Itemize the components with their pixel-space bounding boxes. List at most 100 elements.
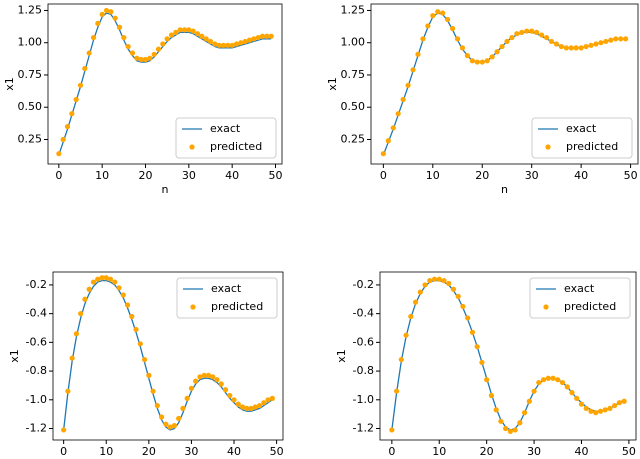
legend-label: predicted [566, 140, 618, 153]
point [484, 377, 490, 383]
y-tick-label: -0.2 [353, 278, 374, 291]
point [65, 388, 71, 394]
point [504, 38, 510, 45]
point [503, 425, 509, 432]
y-tick-label: -0.4 [26, 307, 47, 320]
point [540, 377, 547, 383]
point [121, 34, 127, 41]
point [430, 13, 436, 19]
point [154, 402, 160, 409]
point [558, 43, 564, 50]
point [216, 42, 222, 48]
point [459, 45, 466, 51]
legend-box [176, 277, 278, 319]
point [181, 27, 188, 33]
subplot: 0 10 20 30 40 50 0.25 0.50 0.75 1.00 1.25 n x1 exact p… [3, 3, 283, 196]
point [103, 275, 109, 281]
y-tick-label: 0.50 [341, 100, 366, 113]
legend-box [531, 117, 633, 159]
x-tick-label: 10 [432, 445, 446, 458]
point [403, 332, 409, 338]
point [238, 40, 244, 46]
point [197, 374, 203, 380]
y-tick-label: 1.25 [341, 3, 366, 16]
x-tick-label: 20 [139, 169, 153, 182]
frame [370, 3, 639, 165]
point [435, 9, 441, 15]
point [484, 58, 490, 64]
point [514, 31, 520, 37]
point [445, 16, 451, 23]
point [588, 42, 594, 48]
point [425, 23, 431, 29]
point [607, 405, 613, 412]
point [129, 50, 136, 56]
legend: exact predicted [531, 117, 633, 159]
legend-label: predicted [211, 300, 263, 313]
point [264, 33, 270, 39]
point [454, 36, 461, 42]
point [393, 388, 400, 394]
point [417, 289, 423, 295]
subplot: 01020304050-1.2-1.0-0.8-0.6-0.4-0.2nx1ex… [335, 271, 637, 458]
y-axis-label: x1 [8, 349, 21, 363]
point [608, 37, 614, 43]
point [214, 377, 220, 383]
point [212, 41, 218, 47]
frame [379, 271, 637, 441]
x-tick-label: 50 [269, 169, 283, 182]
point [78, 311, 84, 317]
point [244, 405, 250, 412]
point [69, 355, 75, 361]
y-tick-label: -0.6 [353, 335, 374, 348]
point [151, 51, 157, 57]
point [73, 331, 80, 337]
point [246, 37, 253, 43]
x-tick-label: 40 [574, 169, 588, 182]
point [460, 303, 466, 310]
point [164, 36, 170, 42]
point [210, 374, 216, 380]
point [593, 41, 599, 47]
x-tick-label: 0 [55, 169, 62, 182]
x-tick-label: 50 [622, 445, 636, 458]
point [103, 7, 110, 14]
legend-label: exact [564, 282, 595, 295]
point [559, 379, 566, 386]
legend: exact predicted [176, 277, 278, 319]
point [420, 36, 426, 42]
point [116, 285, 122, 291]
point [593, 410, 599, 416]
point [235, 401, 241, 407]
point [239, 404, 246, 410]
legend-label: exact [211, 282, 242, 295]
point [389, 427, 395, 433]
point [449, 25, 456, 32]
point [125, 43, 131, 50]
point [225, 42, 231, 48]
y-axis-label: x1 [326, 77, 339, 91]
x-tick-label: 30 [525, 169, 539, 182]
x-tick-label: 40 [227, 445, 241, 458]
point [69, 111, 75, 117]
point [184, 395, 190, 401]
point [512, 427, 518, 433]
point [531, 388, 537, 394]
point [207, 38, 214, 45]
point [265, 397, 271, 403]
point [82, 296, 88, 302]
point [268, 33, 274, 39]
point [147, 55, 153, 61]
point [229, 42, 235, 48]
frame [52, 271, 284, 441]
y-tick-label: -0.8 [26, 364, 47, 377]
y-tick-label: 0.50 [18, 100, 43, 113]
point [538, 32, 545, 38]
legend-box [529, 277, 631, 319]
point [380, 151, 386, 157]
point [186, 27, 192, 33]
point [431, 276, 438, 282]
point [517, 420, 523, 426]
